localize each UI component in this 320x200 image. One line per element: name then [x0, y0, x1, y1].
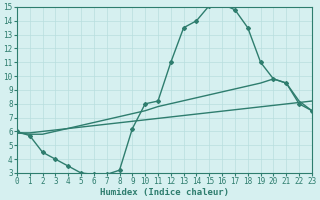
X-axis label: Humidex (Indice chaleur): Humidex (Indice chaleur) — [100, 188, 229, 197]
